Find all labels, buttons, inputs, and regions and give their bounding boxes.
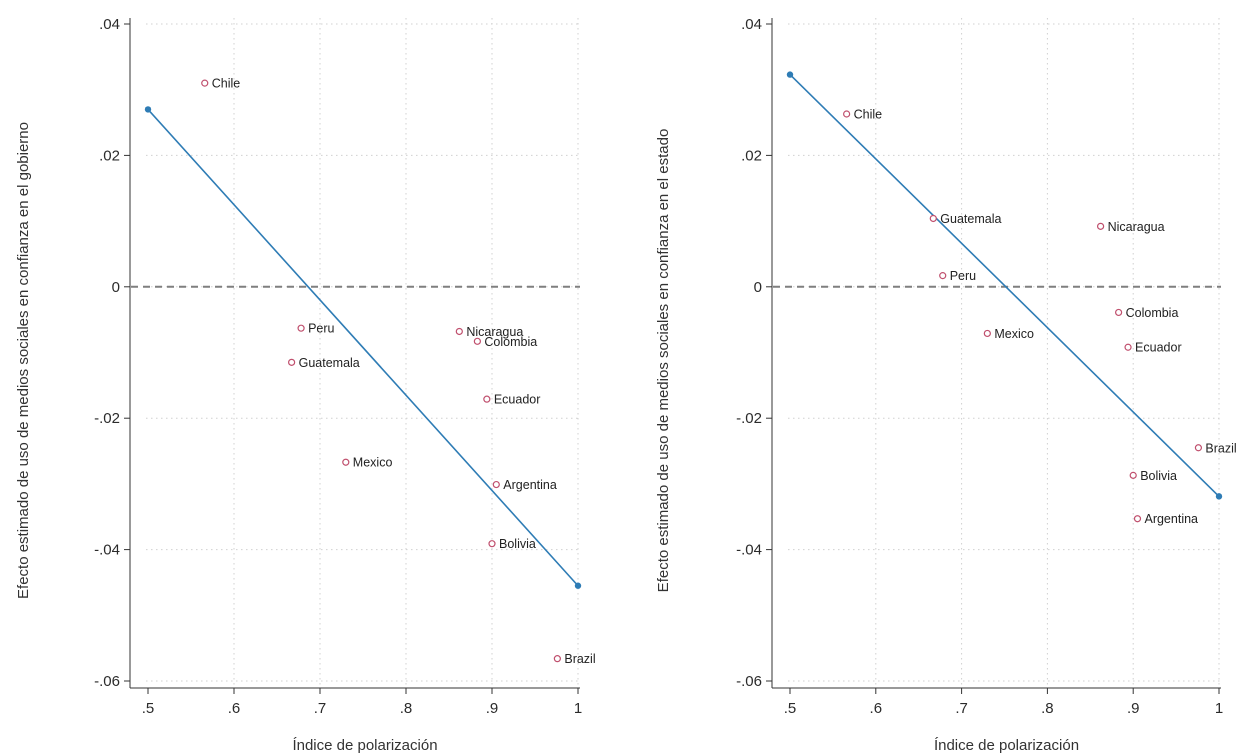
y-axis-title: Efecto estimado de uso de medios sociale… xyxy=(655,129,672,593)
y-tick-label: .02 xyxy=(741,147,762,164)
x-tick-label: .8 xyxy=(1041,700,1054,717)
data-point-label-chile: Chile xyxy=(854,108,883,122)
fitted-line-start-marker xyxy=(786,71,794,78)
x-tick-label: .7 xyxy=(314,700,327,717)
data-point-argentina xyxy=(1133,515,1142,523)
data-point-ecuador xyxy=(483,395,491,403)
y-tick-label: -.02 xyxy=(94,410,120,427)
data-point-label-guatemala: Guatemala xyxy=(299,356,360,370)
data-point-brazil xyxy=(1194,444,1203,452)
fitted-line xyxy=(789,74,1220,497)
x-tick-label: .6 xyxy=(870,700,883,717)
y-tick-label: -.06 xyxy=(94,673,120,690)
data-point-nicaragua xyxy=(455,327,463,336)
data-point-label-guatemala: Guatemala xyxy=(940,212,1001,226)
fitted-line-start-marker xyxy=(144,106,152,113)
fitted-line xyxy=(147,108,579,587)
x-tick-label: 1 xyxy=(574,700,582,717)
data-point-label-nicaragua: Nicaragua xyxy=(466,325,523,339)
data-point-chile xyxy=(843,110,851,118)
data-point-label-argentina: Argentina xyxy=(503,478,557,492)
data-point-label-colombia: Colombia xyxy=(484,335,537,349)
data-point-label-ecuador: Ecuador xyxy=(494,393,541,407)
x-tick-label: .5 xyxy=(784,700,797,717)
y-tick-label: 0 xyxy=(754,279,762,296)
data-point-label-peru: Peru xyxy=(308,322,334,336)
data-point-chile xyxy=(201,79,209,87)
x-tick-label: .7 xyxy=(955,700,968,717)
data-point-label-chile: Chile xyxy=(212,77,241,91)
data-point-label-mexico: Mexico xyxy=(994,327,1034,341)
y-axis-title: Efecto estimado de uso de medios sociale… xyxy=(15,122,32,599)
y-tick-label: .02 xyxy=(99,147,120,164)
y-tick-label: .04 xyxy=(99,16,120,33)
data-point-ecuador xyxy=(1124,343,1132,351)
data-point-colombia xyxy=(473,337,481,345)
data-point-label-argentina: Argentina xyxy=(1144,512,1198,526)
data-point-argentina xyxy=(492,480,500,489)
x-axis-title: Índice de polarización xyxy=(292,737,437,754)
data-point-label-ecuador: Ecuador xyxy=(1135,341,1182,355)
x-tick-label: .5 xyxy=(142,700,155,717)
data-point-brazil xyxy=(553,655,561,663)
data-point-label-mexico: Mexico xyxy=(353,456,393,470)
x-tick-label: .6 xyxy=(228,700,241,717)
data-point-label-brazil: Brazil xyxy=(564,652,595,666)
y-tick-label: -.06 xyxy=(736,673,762,690)
data-point-peru xyxy=(297,324,305,332)
x-tick-label: .9 xyxy=(486,700,499,717)
data-point-guatemala xyxy=(288,358,296,366)
x-tick-label: .9 xyxy=(1127,700,1140,717)
data-point-label-colombia: Colombia xyxy=(1126,306,1179,320)
y-tick-label: -.04 xyxy=(94,542,120,559)
data-point-colombia xyxy=(1115,308,1123,317)
data-point-label-peru: Peru xyxy=(950,269,976,283)
y-tick-label: -.02 xyxy=(736,410,762,427)
data-point-mexico xyxy=(983,329,991,338)
fitted-line-end-marker xyxy=(1215,493,1223,500)
data-point-bolivia xyxy=(1129,471,1137,479)
y-tick-label: 0 xyxy=(112,279,120,296)
y-tick-label: -.04 xyxy=(736,542,762,559)
x-tick-label: .8 xyxy=(400,700,413,717)
data-point-label-bolivia: Bolivia xyxy=(1140,469,1177,483)
data-point-label-nicaragua: Nicaragua xyxy=(1108,220,1165,234)
right-chart-panel: .04 .02 0 -.02 -.04 -.06 .5 .6 .7 .8 .9 1 Chile Guate… xyxy=(655,16,1237,754)
data-point-bolivia xyxy=(488,540,496,548)
x-tick-label: 1 xyxy=(1215,700,1223,717)
left-chart-panel: .04 .02 0 -.02 -.04 -.06 .5 .6 .7 .8 .9 1 Chile Peru G… xyxy=(15,16,596,754)
data-point-peru xyxy=(939,272,947,280)
x-axis-title: Índice de polarización xyxy=(934,737,1079,754)
data-point-label-brazil: Brazil xyxy=(1205,441,1236,455)
fitted-line-end-marker xyxy=(574,582,582,589)
data-point-mexico xyxy=(342,458,350,466)
y-tick-label: .04 xyxy=(741,16,762,33)
data-point-nicaragua xyxy=(1096,222,1105,230)
data-point-label-bolivia: Bolivia xyxy=(499,537,536,551)
data-point-guatemala xyxy=(929,214,937,223)
